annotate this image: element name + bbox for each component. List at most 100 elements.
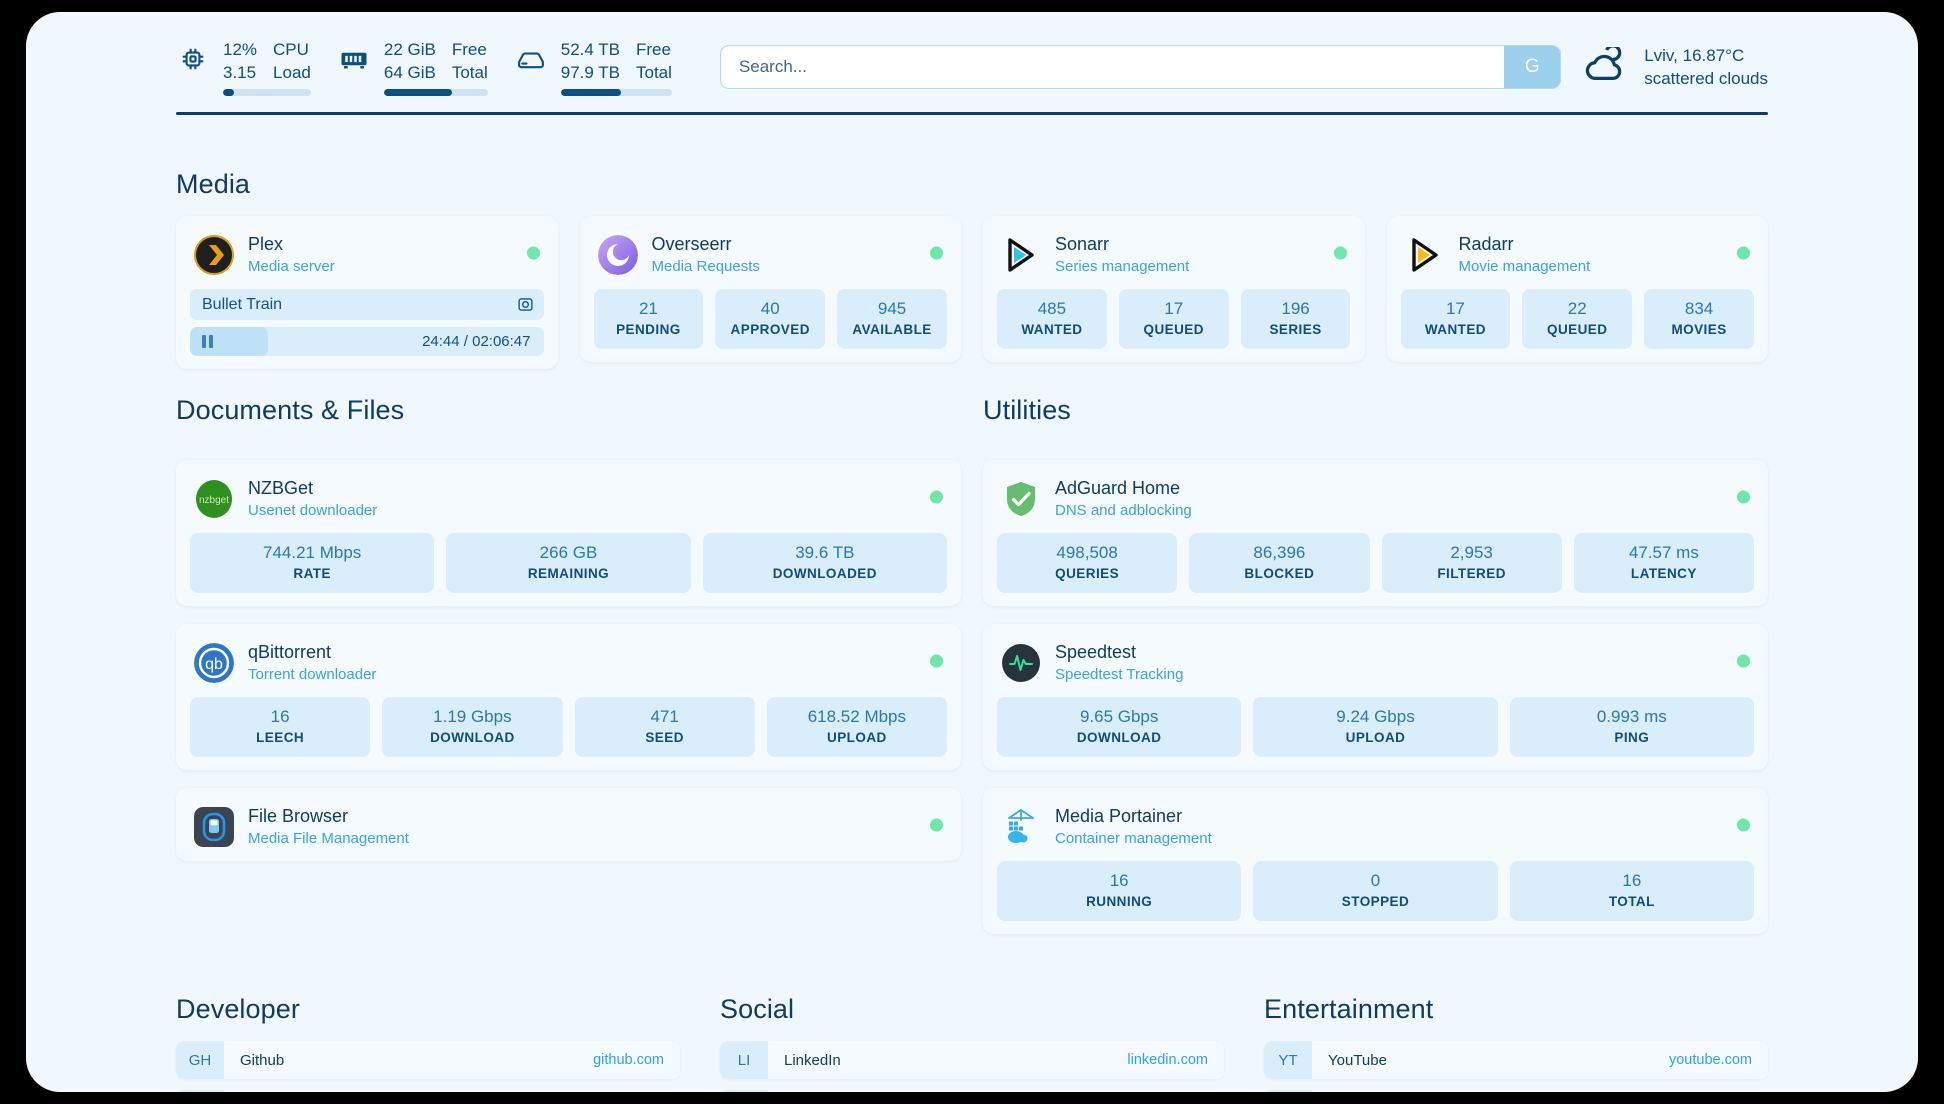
stat-tile: 39.6 TB DOWNLOADED [702, 533, 947, 593]
cpu-label-bottom: Load [273, 63, 311, 82]
service-stats: 744.21 Mbps RATE 266 GB REMAINING 39.6 T… [190, 533, 947, 593]
stat-value: 17 [1164, 299, 1184, 318]
bookmark-item-linkedin[interactable]: LI LinkedIn linkedin.com [720, 1041, 1224, 1079]
search-input[interactable] [720, 46, 1505, 88]
service-card-adguard-home[interactable]: AdGuard Home DNS and adblocking 498,508 … [983, 460, 1768, 606]
service-name: Overseerr [651, 234, 732, 254]
plex-logo-icon [194, 234, 234, 275]
stat-value: 16 [270, 707, 290, 726]
service-name: File Browser [248, 806, 349, 826]
stat-value: 498,508 [1056, 543, 1118, 562]
utilities-column: Utilities AdGuard Home DNS and adblocki [983, 395, 1768, 934]
status-indicator-online [1737, 818, 1750, 832]
status-indicator-online [930, 490, 943, 504]
dashboard-header: 12% 3.15 CPU Load [26, 12, 1918, 98]
service-header: Media Portainer Container management [997, 802, 1754, 848]
service-text: File Browser Media File Management [248, 805, 409, 848]
now-playing-title: Bullet Train [202, 295, 283, 313]
search-submit-button[interactable]: G [1504, 46, 1561, 88]
stat-value: 0.993 ms [1596, 707, 1667, 726]
nzbget-logo-icon: nzbget [194, 479, 234, 519]
stat-label: LEECH [256, 730, 305, 745]
service-desc: Usenet downloader [248, 502, 378, 519]
status-indicator-online [1737, 654, 1750, 668]
memory-free-value: 22 GiB [383, 40, 436, 59]
service-card-sonarr[interactable]: Sonarr Series management 485 WANTED 17 Q… [983, 216, 1365, 362]
bookmark-item-twitter[interactable]: TW Twitter twitter.com [720, 1090, 1224, 1092]
service-header: qb qBittorrent Torrent downloader [190, 638, 947, 684]
memory-total-value: 64 GiB [383, 63, 436, 82]
status-indicator-online [930, 818, 943, 832]
service-card-file-browser[interactable]: File Browser Media File Management [176, 788, 961, 861]
status-indicator-online [1737, 490, 1750, 504]
stat-value: 17 [1445, 299, 1465, 318]
stat-tile: 2,953 FILTERED [1381, 533, 1562, 593]
stat-tile: 16 RUNNING [997, 861, 1242, 921]
service-card-qbittorrent[interactable]: qb qBittorrent Torrent downloader 16 LEE… [176, 624, 961, 770]
bookmark-url: linkedin.com [1127, 1052, 1208, 1068]
sonarr-logo-icon [1001, 235, 1041, 275]
now-playing-progress[interactable]: 24:44 / 02:06:47 [190, 327, 544, 356]
stat-label: RUNNING [1086, 894, 1153, 909]
cast-icon[interactable] [517, 296, 534, 313]
section-title-media: Media [176, 169, 251, 199]
disk-icon [514, 38, 548, 80]
stat-value: 22 [1567, 299, 1587, 318]
cloud-icon [1583, 44, 1629, 87]
stat-value: 0 [1370, 871, 1381, 890]
bookmark-group-title: Social [720, 994, 795, 1024]
service-name: qBittorrent [248, 642, 332, 662]
stat-label: TOTAL [1608, 894, 1655, 909]
service-card-media-portainer[interactable]: Media Portainer Container management 16 … [983, 788, 1768, 934]
stat-value: 16 [1109, 871, 1129, 890]
service-card-overseerr[interactable]: Overseerr Media Requests 21 PENDING 40 A… [579, 216, 961, 362]
service-stats: 16 LEECH 1.19 Gbps DOWNLOAD 471 SEED 6 [190, 697, 947, 757]
stat-value: 47.57 ms [1628, 543, 1699, 562]
resource-widget-cpu: 12% 3.15 CPU Load [176, 38, 311, 96]
stat-label: PENDING [616, 322, 681, 337]
service-name: NZBGet [248, 478, 314, 498]
dashboard-frame: 12% 3.15 CPU Load [26, 12, 1918, 1092]
search-box[interactable]: G [719, 45, 1562, 89]
memory-label-bottom: Total [451, 63, 488, 82]
service-card-radarr[interactable]: Radarr Movie management 17 WANTED 22 QUE… [1386, 216, 1768, 362]
portainer-logo-icon [1001, 807, 1041, 847]
stat-tile: 22 QUEUED [1522, 289, 1633, 349]
adguard-logo-icon [1001, 479, 1041, 519]
stat-label: QUEUED [1143, 322, 1204, 337]
disk-label-top: Free [636, 40, 671, 59]
bookmark-item-github[interactable]: GH Github github.com [176, 1041, 680, 1079]
stat-label: STOPPED [1341, 894, 1410, 909]
stat-label: AVAILABLE [852, 322, 932, 337]
disk-usage-bar [560, 89, 672, 96]
now-playing-time: 24:44 / 02:06:47 [422, 333, 531, 350]
bookmark-item-youtube[interactable]: YT YouTube youtube.com [1264, 1041, 1768, 1079]
service-name: Speedtest [1055, 642, 1137, 662]
service-card-speedtest[interactable]: Speedtest Speedtest Tracking 9.65 Gbps D… [983, 624, 1768, 770]
bookmark-list: YT YouTube youtube.com NF Netflix netfli… [1264, 1041, 1768, 1092]
stat-value: 21 [638, 299, 658, 318]
pause-icon[interactable] [202, 335, 213, 348]
stat-tile: 1.19 Gbps DOWNLOAD [382, 697, 563, 757]
stat-label: DOWNLOADED [772, 566, 877, 581]
stat-label: BLOCKED [1244, 566, 1315, 581]
now-playing-title-bar: Bullet Train [190, 289, 544, 320]
stat-value: 86,396 [1253, 543, 1306, 562]
service-name: Plex [248, 234, 284, 254]
stat-value: 1.19 Gbps [433, 707, 512, 726]
media-services-row: Plex Media server Bullet Train [176, 216, 1768, 369]
service-card-plex[interactable]: Plex Media server Bullet Train [176, 216, 558, 369]
stat-tile: 17 WANTED [1400, 289, 1511, 349]
bookmark-item-netflix[interactable]: NF Netflix netflix.com [1264, 1090, 1768, 1092]
stat-tile: 471 SEED [574, 697, 755, 757]
svg-text:nzbget: nzbget [199, 495, 229, 506]
bookmark-group-developer: Developer GH Github github.com SO StackO… [176, 994, 680, 1092]
stat-label: MOVIES [1671, 322, 1727, 337]
stat-label: LATENCY [1630, 566, 1697, 581]
service-card-nzbget[interactable]: nzbget NZBGet Usenet downloader 744.21 M… [176, 460, 961, 606]
stat-label: WANTED [1021, 322, 1083, 337]
radarr-logo-icon [1405, 235, 1445, 275]
stat-label: QUERIES [1055, 566, 1120, 581]
bookmark-item-stackoverflow[interactable]: SO StackOverflow stackoverflow.com [176, 1090, 680, 1092]
stat-value: 834 [1684, 299, 1714, 318]
